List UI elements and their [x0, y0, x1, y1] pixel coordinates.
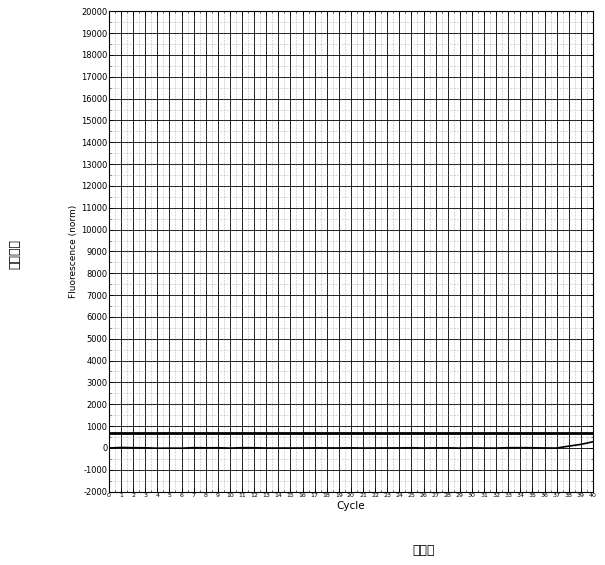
- Y-axis label: Fluorescence (norm): Fluorescence (norm): [70, 205, 79, 298]
- Text: 循环数: 循环数: [412, 544, 435, 558]
- Text: 荧光强度: 荧光强度: [8, 239, 22, 270]
- X-axis label: Cycle: Cycle: [336, 501, 365, 511]
